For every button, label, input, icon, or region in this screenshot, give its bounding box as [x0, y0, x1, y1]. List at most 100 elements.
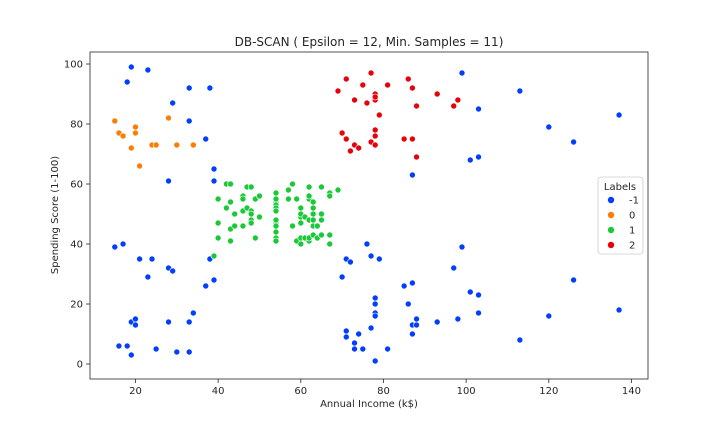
data-point-label-1-6 — [227, 180, 234, 188]
data-point-label-1-67 — [314, 222, 321, 230]
data-point-label-0-5 — [132, 123, 139, 131]
data-point-label-2-21 — [404, 75, 412, 83]
data-point-label--1-30 — [210, 177, 218, 185]
x-tick-label: 60 — [294, 386, 307, 397]
data-point-label-2-8 — [359, 81, 367, 89]
data-point-label-2-19 — [384, 81, 391, 89]
data-point-label-1-20 — [247, 210, 255, 218]
data-point-label-2-5 — [351, 96, 358, 104]
data-point-label--1-78 — [570, 138, 577, 146]
legend-label-1: 1 — [629, 226, 635, 237]
data-point-label-1-0 — [210, 252, 218, 260]
data-point-label--1-58 — [409, 171, 416, 179]
x-tick-label: 100 — [457, 386, 476, 397]
data-point-label-1-69 — [318, 210, 325, 218]
legend-entries: -1 0 1 2 — [607, 196, 639, 252]
data-point-label-2-26 — [433, 90, 441, 98]
data-point-label--1-14 — [152, 345, 160, 353]
data-point-label--1-75 — [545, 312, 553, 320]
data-point-label--1-65 — [458, 243, 466, 251]
data-point-label-1-31 — [272, 216, 280, 224]
data-point-label-2-3 — [342, 135, 350, 143]
data-point-label-2-4 — [347, 147, 354, 155]
data-point-label--1-60 — [413, 321, 420, 329]
plot-frame — [89, 51, 649, 380]
data-point-label-2-22 — [409, 135, 416, 143]
data-point-label-1-25 — [252, 234, 259, 242]
data-point-label-2-25 — [413, 153, 420, 161]
data-point-label-1-2 — [214, 219, 222, 227]
data-point-label--1-39 — [347, 258, 354, 266]
data-point-label--1-61 — [413, 315, 420, 323]
x-axis-label: Annual Income (k$) — [320, 399, 418, 410]
data-point-label--1-72 — [475, 153, 482, 161]
data-point-label-1-68 — [318, 216, 325, 224]
data-point-label-1-3 — [214, 234, 222, 242]
data-point-label-2-18 — [376, 111, 383, 119]
data-point-label--1-74 — [516, 87, 524, 95]
legend-label-0: 0 — [629, 211, 635, 222]
data-point-label--1-20 — [173, 348, 181, 356]
chart-title: DB-SCAN ( Epsilon = 12, Min. Samples = 1… — [235, 35, 504, 49]
data-point-label--1-54 — [400, 282, 408, 290]
legend: Labels -1 0 1 2 — [597, 176, 644, 255]
data-point-label--1-15 — [165, 318, 172, 326]
data-point-label--1-3 — [123, 78, 131, 86]
data-point-label-1-75 — [326, 240, 334, 248]
data-point-label-1-64 — [309, 204, 317, 212]
data-point-label--1-18 — [169, 267, 176, 275]
data-point-label--1-5 — [128, 351, 135, 359]
data-point-label-2-23 — [409, 84, 416, 92]
data-point-label--1-42 — [355, 330, 362, 338]
data-point-label--1-45 — [367, 324, 375, 332]
data-point-label--1-40 — [351, 345, 358, 353]
data-point-label--1-44 — [363, 240, 371, 248]
data-point-label--1-64 — [454, 315, 462, 323]
data-point-label-0-0 — [111, 117, 119, 125]
data-point-label-1-13 — [239, 222, 247, 230]
data-point-label--1-55 — [404, 300, 412, 308]
data-point-label-2-20 — [400, 135, 408, 143]
data-point-label-1-34 — [272, 207, 280, 215]
x-tick-label: 120 — [539, 386, 558, 397]
data-point-label-1-76 — [334, 186, 342, 194]
data-point-label--1-32 — [210, 276, 218, 284]
data-point-label--1-49 — [371, 300, 379, 308]
data-point-label--1-12 — [144, 273, 152, 281]
data-point-label-2-24 — [413, 102, 420, 110]
data-point-label--1-73 — [516, 336, 524, 344]
data-point-label--1-47 — [371, 294, 379, 302]
x-tick-label: 140 — [622, 386, 641, 397]
data-point-label-0-9 — [165, 114, 172, 122]
data-point-label-1-37 — [272, 228, 280, 236]
legend-title: Labels — [604, 182, 636, 193]
data-point-label--1-53 — [384, 345, 391, 353]
data-point-label--1-11 — [144, 66, 152, 74]
data-point-label-1-47 — [297, 240, 305, 248]
data-point-label-2-27 — [450, 102, 458, 110]
x-axis-ticks: 20 40 60 80 100 120 140 — [129, 379, 641, 397]
data-point-label-2-14 — [371, 132, 379, 140]
y-tick-label: 40 — [70, 240, 83, 251]
data-points — [111, 63, 623, 365]
y-tick-label: 60 — [70, 180, 83, 191]
data-point-label--1-35 — [338, 273, 346, 281]
data-point-label--1-9 — [132, 321, 139, 329]
data-point-label--1-27 — [202, 135, 210, 143]
data-point-label-1-58 — [305, 192, 313, 200]
data-point-label-0-4 — [132, 129, 139, 137]
data-point-label-1-42 — [289, 180, 296, 188]
legend-box — [597, 176, 644, 255]
data-point-label-2-0 — [334, 87, 342, 95]
data-point-label-0-6 — [136, 162, 143, 170]
data-point-label--1-62 — [433, 318, 441, 326]
data-point-label-1-27 — [256, 192, 263, 200]
data-point-label--1-21 — [185, 348, 193, 356]
data-point-label--1-29 — [206, 84, 214, 92]
data-point-label-1-35 — [272, 195, 280, 203]
data-point-label-2-2 — [342, 75, 350, 83]
data-point-label-0-11 — [190, 141, 197, 149]
data-point-label--1-59 — [409, 330, 416, 338]
data-point-label-1-9 — [227, 237, 234, 245]
